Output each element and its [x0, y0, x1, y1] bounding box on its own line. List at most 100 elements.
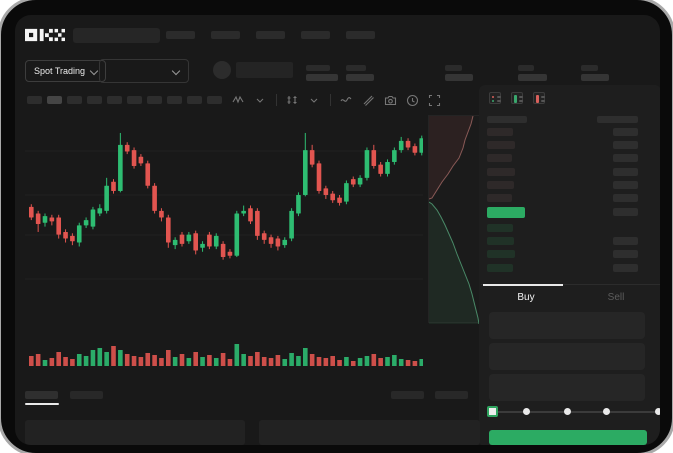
- bid-price-bar[interactable]: [487, 237, 514, 246]
- trade-tab-buy[interactable]: Buy: [481, 284, 571, 310]
- orderbook-last-price[interactable]: [487, 207, 525, 218]
- timeframe-tab[interactable]: [127, 96, 142, 104]
- slider-stop[interactable]: [522, 408, 530, 415]
- main-nav: [166, 31, 375, 39]
- camera-icon[interactable]: [384, 94, 397, 107]
- ask-amount-bar[interactable]: [613, 154, 638, 163]
- icon-mark: [492, 99, 494, 102]
- stat-label-placeholder: [518, 65, 534, 71]
- timeframe-tab[interactable]: [147, 96, 162, 104]
- nav-item-placeholder[interactable]: [346, 31, 375, 39]
- bid-price-bar[interactable]: [487, 224, 513, 232]
- volume-bar: [275, 355, 281, 366]
- ask-price-bar[interactable]: [487, 141, 515, 150]
- ask-amount-bar[interactable]: [613, 194, 638, 202]
- orders-filter-2[interactable]: [435, 391, 468, 399]
- timeframe-tab[interactable]: [87, 96, 102, 104]
- pair-select[interactable]: [99, 59, 189, 83]
- ask-amount-bar[interactable]: [613, 141, 638, 150]
- order-form-field[interactable]: [489, 374, 645, 401]
- candle: [152, 185, 157, 211]
- indicators-icon[interactable]: [232, 94, 245, 107]
- candle: [255, 210, 260, 236]
- ask-price-bar[interactable]: [487, 194, 512, 202]
- bid-amount-bar[interactable]: [613, 250, 638, 259]
- bid-price-bar[interactable]: [487, 263, 513, 272]
- volume-bar: [385, 357, 390, 366]
- candle: [378, 164, 383, 174]
- stat-label-placeholder: [581, 65, 598, 71]
- nav-item-placeholder[interactable]: [256, 31, 285, 39]
- buy-submit-button[interactable]: [489, 430, 647, 445]
- candlestick-style-icon[interactable]: [286, 94, 299, 107]
- bid-amount-bar[interactable]: [613, 263, 638, 272]
- volume-bar: [344, 357, 349, 366]
- timeframe-tab[interactable]: [187, 96, 202, 104]
- nav-item-placeholder[interactable]: [301, 31, 330, 39]
- drawing-tools-icon[interactable]: [362, 94, 375, 107]
- app-screen: Spot Trading: [15, 15, 660, 445]
- line-type-icon[interactable]: [340, 94, 353, 107]
- ask-price-bar[interactable]: [487, 180, 514, 189]
- candlestick-chart[interactable]: [25, 113, 425, 375]
- bid-amount-bar[interactable]: [613, 237, 638, 246]
- chevron-down-icon[interactable]: [254, 94, 267, 107]
- depth-chart[interactable]: [428, 115, 480, 325]
- timeframe-tab[interactable]: [67, 96, 82, 104]
- amount-slider-handle[interactable]: [487, 406, 498, 417]
- timeframe-tab[interactable]: [167, 96, 182, 104]
- timeframe-tab[interactable]: [47, 96, 62, 104]
- toolbar-divider: [276, 94, 277, 106]
- search-input[interactable]: [73, 28, 160, 43]
- volume-bar: [90, 350, 96, 366]
- ask-price-bar[interactable]: [487, 167, 515, 176]
- slider-stop[interactable]: [602, 408, 610, 415]
- orders-tab-active[interactable]: [25, 391, 58, 399]
- nav-item-placeholder[interactable]: [166, 31, 195, 39]
- market-type-select[interactable]: Spot Trading: [25, 60, 107, 82]
- volume-bar: [378, 358, 383, 366]
- volume-bar: [207, 355, 212, 366]
- bid-price-bar[interactable]: [487, 250, 515, 259]
- candle: [49, 217, 55, 222]
- chevron-down-icon[interactable]: [308, 94, 321, 107]
- ask-amount-bar[interactable]: [613, 128, 638, 136]
- volume-bar: [303, 348, 308, 366]
- timeframe-tab[interactable]: [207, 96, 222, 104]
- book-bids-icon[interactable]: [511, 92, 523, 104]
- time-icon[interactable]: [406, 94, 419, 107]
- timeframe-tab[interactable]: [27, 96, 42, 104]
- candle: [56, 217, 61, 235]
- volume-bar: [124, 354, 130, 366]
- chevron-down-icon: [173, 68, 179, 74]
- order-form-field[interactable]: [489, 343, 645, 370]
- orders-tab-2[interactable]: [70, 391, 103, 399]
- timeframe-tab[interactable]: [107, 96, 122, 104]
- ask-price-bar[interactable]: [487, 128, 513, 136]
- slider-stop[interactable]: [563, 408, 571, 415]
- candle: [124, 144, 130, 152]
- order-form-field[interactable]: [489, 312, 645, 339]
- orders-tab-indicator: [25, 403, 59, 405]
- fullscreen-icon[interactable]: [428, 94, 441, 107]
- book-asks-icon[interactable]: [533, 92, 545, 104]
- okx-logo[interactable]: [25, 28, 65, 42]
- orders-filter-1[interactable]: [391, 391, 424, 399]
- slider-stop[interactable]: [654, 408, 660, 415]
- trade-tab-sell[interactable]: Sell: [571, 285, 660, 310]
- book-combined-icon[interactable]: [489, 92, 501, 104]
- volume-bar: [152, 355, 157, 366]
- volume-bar: [200, 357, 205, 366]
- volume-bar: [186, 358, 192, 366]
- volume-bar: [29, 356, 34, 366]
- amount-slider[interactable]: [492, 411, 658, 413]
- nav-item-placeholder[interactable]: [211, 31, 240, 39]
- ask-amount-bar[interactable]: [613, 180, 638, 189]
- candle: [398, 140, 404, 151]
- ask-amount-bar[interactable]: [613, 167, 638, 176]
- candle: [289, 210, 294, 239]
- last-amount-bar[interactable]: [613, 208, 638, 216]
- candle: [392, 150, 397, 162]
- ask-price-bar[interactable]: [487, 154, 512, 163]
